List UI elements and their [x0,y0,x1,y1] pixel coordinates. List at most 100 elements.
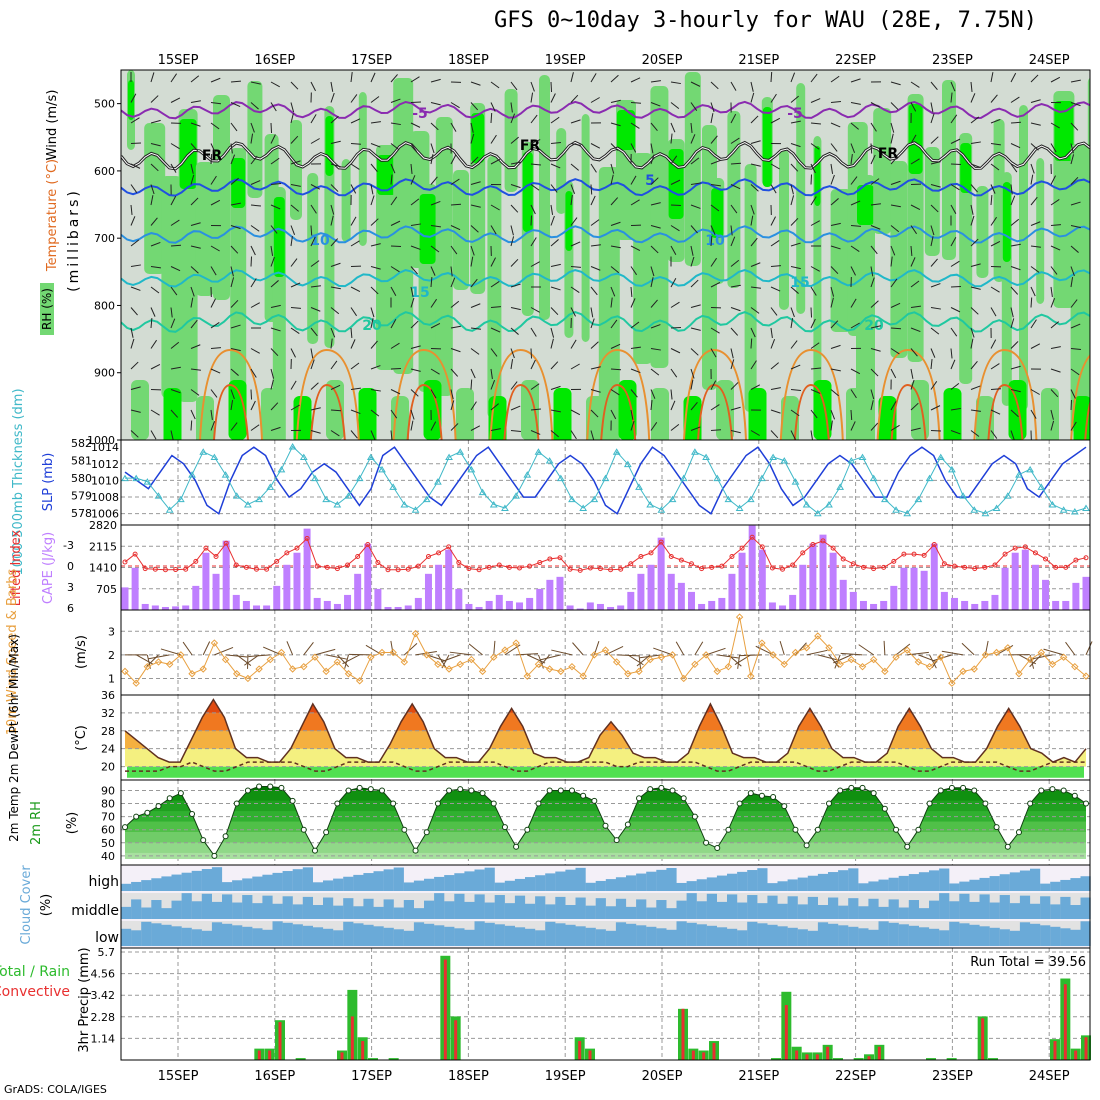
upper-wind-barb [530,114,538,124]
lifted-index-point [577,567,583,573]
upper-wind-barb [590,184,593,195]
upper-wind-barb [410,286,414,297]
lifted-index-point [780,566,786,572]
rh-point [926,800,933,807]
wind10m-barb [840,652,863,656]
cloud-cover-cell [1070,929,1081,946]
cloud-cover-cell [343,876,354,891]
cloud-cover-cell [716,875,728,891]
upper-wind-barb [550,163,561,169]
cloud-cover-cell [757,923,768,946]
rh-point [636,795,643,802]
upper-wind-barb [370,195,375,206]
wind10m-speed-point [456,660,464,669]
thickness-point [311,474,319,482]
upper-wind-barb [490,257,496,267]
wind10m-speed-point [702,651,710,659]
cape-bar [627,591,635,610]
rh-mid-region [290,120,302,220]
upper-wind-barb [930,307,941,310]
wind10m-barb [616,654,639,657]
cloud-cover-cell [828,897,839,919]
thickness-point [467,465,476,473]
wind10m-barb [244,654,260,666]
cape-bar [1031,564,1039,610]
bottom-date-label: 23SEP [932,1069,973,1084]
upper-wind-barb [650,368,660,376]
cloud-cover-cell [626,923,637,946]
cloud-cover-cell [1009,903,1020,919]
cape-tick-label: 2820 [89,519,117,532]
upper-wind-barb [630,245,641,251]
rh-axis-label: 2m RH [29,801,44,845]
lifted-index-point [355,554,361,560]
upper-wind-barb [350,430,358,439]
thickness-point [221,471,230,478]
upper-wind-barb [190,197,199,206]
upper-wind-barb [650,389,656,399]
upper-wind-barb [330,81,334,92]
upper-wind-barb [170,286,178,296]
upper-wind-barb [290,258,298,267]
upper-wind-barb [290,81,299,90]
cloud-cover-cell [858,906,869,919]
upper-wind-barb [730,359,735,370]
thickness-point [400,500,409,508]
cape-bar [414,597,422,610]
precip-convective-bar [826,1046,830,1060]
upper-wind-barb [770,286,781,292]
upper-wind-barb [810,409,818,419]
upper-wind-barb [970,215,975,226]
wind10m-barb [1085,641,1093,656]
upper-wind-barb [830,245,841,250]
upper-wind-barb [1030,221,1041,226]
cloud-cover-cell [252,903,263,919]
cloud-cover-cell [727,873,738,891]
upper-wind-barb [290,236,293,247]
upper-wind-barb [350,240,360,247]
upper-wind-barb [670,245,677,255]
upper-wind-barb [470,425,481,431]
upper-wind-barb [970,409,981,412]
lifted-index-point [173,567,179,573]
cloud-cover-cell [161,908,172,919]
cape-bar [303,528,311,610]
lifted-index-point [699,566,705,572]
upper-wind-barb [630,321,640,329]
upper-wind-barb [730,236,736,247]
upper-wind-barb [670,423,680,431]
cape-bar [516,602,524,610]
temp-line [124,698,1087,764]
cloud-cover-cell [696,879,707,891]
upper-wind-barb [990,94,998,103]
cloud-cover-cell [696,901,707,919]
upper-wind-barb [290,102,295,113]
lifted-index-point [840,556,846,562]
cloud-cover-cell [323,897,334,919]
upper-wind-barb [270,225,278,234]
upper-wind-barb [850,225,862,227]
upper-wind-barb [750,140,761,144]
upper-wind-barb [1010,243,1021,247]
cloud-cover-cell [474,869,485,891]
upper-wind-barb [890,327,902,330]
lifted-index-point [476,567,482,573]
slp-line [124,446,1087,515]
thickness-point [679,474,688,482]
wind-tick-label: 2 [108,649,115,662]
cloud-cover-cell [141,880,152,891]
upper-wind-barb [830,122,841,128]
thickness-point [970,506,979,513]
upper-wind-barb [650,122,658,131]
upper-wind-barb [310,138,320,144]
cloud-cover-cell [494,895,505,919]
upper-wind-barb [490,112,493,124]
cloud-cover-cell [595,898,606,919]
upper-wind-barb [830,143,838,152]
upper-wind-barb [830,266,839,275]
cloud-cover-cell [302,925,313,946]
upper-wind-barb [570,339,577,349]
surface-temp-contour-inner [890,383,927,440]
wind10m-speed-point [244,674,252,683]
cloud-cover-cell [706,893,717,919]
